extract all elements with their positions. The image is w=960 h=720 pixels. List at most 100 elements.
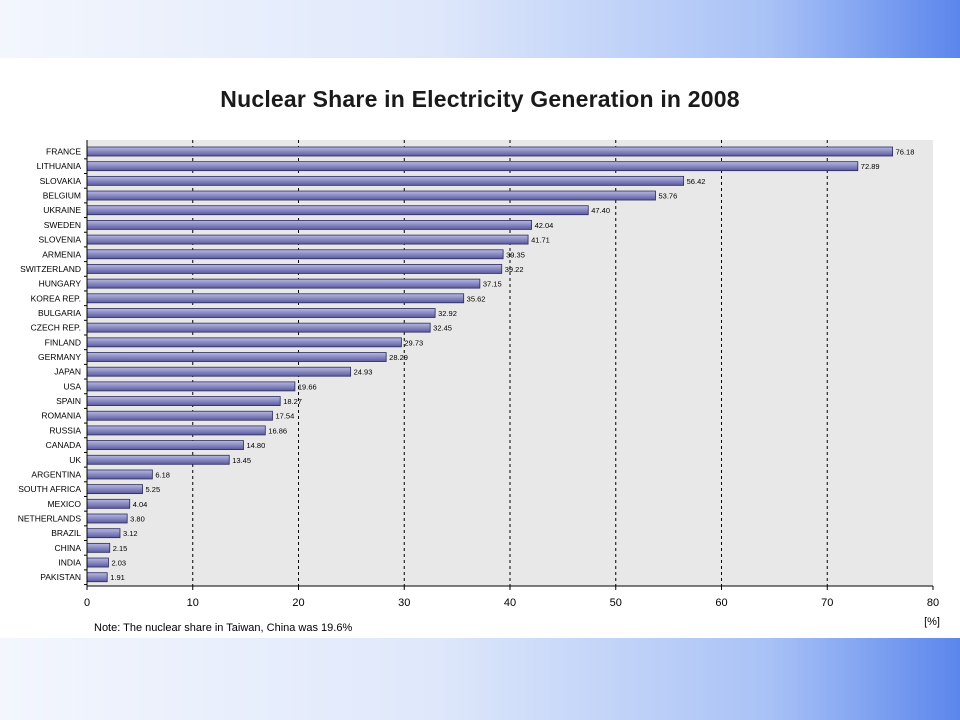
bar-value-label: 35.62: [467, 294, 486, 303]
category-label: NETHERLANDS: [18, 514, 82, 524]
category-label: CANADA: [46, 440, 82, 450]
bar-value-label: 41.71: [531, 236, 550, 245]
bar: [86, 513, 128, 524]
bar-value-label: 39.35: [506, 250, 525, 259]
category-label: BELGIUM: [43, 191, 81, 201]
bar: [86, 308, 436, 318]
category-label: PAKISTAN: [40, 572, 81, 582]
bar-value-label: 2.15: [113, 544, 128, 553]
x-tick-label: 10: [187, 597, 199, 609]
category-label: UKRAINE: [43, 205, 81, 215]
category-label: INDIA: [58, 558, 81, 568]
category-label: RUSSIA: [49, 425, 81, 435]
bar: [86, 454, 230, 465]
bar-value-label: 14.80: [247, 441, 266, 450]
bar: [86, 557, 109, 568]
bar: [86, 352, 387, 362]
x-tick-label: 0: [84, 597, 90, 609]
bar: [86, 205, 589, 216]
category-label: ARMENIA: [42, 249, 81, 259]
category-label: SOUTH AFRICA: [18, 484, 81, 494]
x-tick-label: 30: [398, 597, 410, 609]
bar-value-label: 39.22: [505, 265, 524, 274]
bar-value-label: 3.80: [130, 515, 145, 524]
x-tick-label: 50: [610, 597, 622, 609]
bar-value-label: 32.45: [433, 324, 452, 333]
category-label: MEXICO: [47, 499, 81, 509]
category-label: SWEDEN: [44, 220, 81, 230]
bar-value-label: 53.76: [659, 192, 678, 201]
x-tick-label: 20: [292, 597, 304, 609]
category-label: ARGENTINA: [31, 469, 81, 479]
bar-value-label: 37.15: [483, 280, 502, 289]
bar: [86, 366, 352, 377]
bottom-decorative-band: [0, 638, 960, 720]
bar: [86, 498, 131, 509]
bar-value-label: 47.40: [591, 206, 610, 215]
bar: [86, 425, 266, 436]
bar-value-label: 16.86: [268, 426, 287, 435]
bar: [86, 146, 894, 157]
bar: [86, 572, 108, 583]
bar: [86, 234, 529, 245]
bar: [86, 469, 153, 480]
bar-value-label: 5.25: [146, 485, 161, 494]
bar-value-label: 19.66: [298, 382, 317, 391]
bar: [86, 264, 503, 274]
category-label: CHINA: [55, 543, 82, 553]
bar-series: 76.18 72.89 56.42 53.76 47.40 42.04 41.71 39.35…: [86, 146, 915, 583]
bar-value-label: 6.18: [155, 470, 170, 479]
bar-value-label: 4.04: [133, 500, 148, 509]
category-label: BRAZIL: [51, 528, 81, 538]
bar: [86, 440, 244, 451]
bar-value-label: 1.91: [110, 573, 125, 582]
bar: [86, 190, 656, 201]
category-label: SPAIN: [56, 396, 81, 406]
bar: [86, 484, 143, 495]
x-tick-label: 70: [821, 597, 833, 609]
category-label: JAPAN: [54, 367, 81, 377]
bar: [86, 396, 281, 406]
x-tick-label: 40: [504, 597, 516, 609]
bar-value-label: 76.18: [896, 148, 915, 157]
bar: [86, 528, 121, 539]
x-axis-unit-label: [%]: [924, 616, 940, 628]
category-label: FINLAND: [45, 337, 81, 347]
bar-value-label: 18.27: [283, 397, 302, 406]
category-label: GERMANY: [38, 352, 81, 362]
bar-value-label: 24.93: [354, 368, 373, 377]
bar-value-label: 29.73: [404, 338, 423, 347]
bar: [86, 278, 481, 289]
category-label: USA: [64, 381, 82, 391]
bar-value-label: 72.89: [861, 162, 880, 171]
category-label: SLOVAKIA: [40, 176, 82, 186]
category-label: ROMANIA: [41, 411, 81, 421]
bar-value-label: 13.45: [232, 456, 251, 465]
x-axis: 0 10 20 30 40 50 60 70 80: [84, 140, 939, 609]
bar: [86, 175, 685, 186]
bar-value-label: 56.42: [687, 177, 706, 186]
x-tick-label: 60: [715, 597, 727, 609]
bar-value-label: 28.29: [389, 353, 408, 362]
category-label: SWITZERLAND: [20, 264, 81, 274]
chart-note: Note: The nuclear share in Taiwan, China…: [94, 622, 352, 634]
bar-value-label: 32.92: [438, 309, 457, 318]
category-label: SLOVENIA: [38, 235, 81, 245]
bar: [86, 381, 296, 392]
category-label: FRANCE: [46, 147, 81, 157]
chart-title: Nuclear Share in Electricity Generation …: [220, 86, 740, 112]
bar: [86, 161, 859, 172]
bar: [86, 542, 111, 553]
category-label: LITHUANIA: [37, 161, 82, 171]
bar-value-label: 42.04: [535, 221, 554, 230]
category-label: CZECH REP.: [31, 323, 81, 333]
x-tick-label: 80: [927, 597, 939, 609]
bar: [86, 410, 273, 421]
top-decorative-band: [0, 0, 960, 58]
bar-value-label: 2.03: [111, 559, 126, 568]
category-label: UK: [69, 455, 81, 465]
bar: [86, 219, 532, 230]
category-label: BULGARIA: [38, 308, 81, 318]
bar: [86, 249, 504, 260]
